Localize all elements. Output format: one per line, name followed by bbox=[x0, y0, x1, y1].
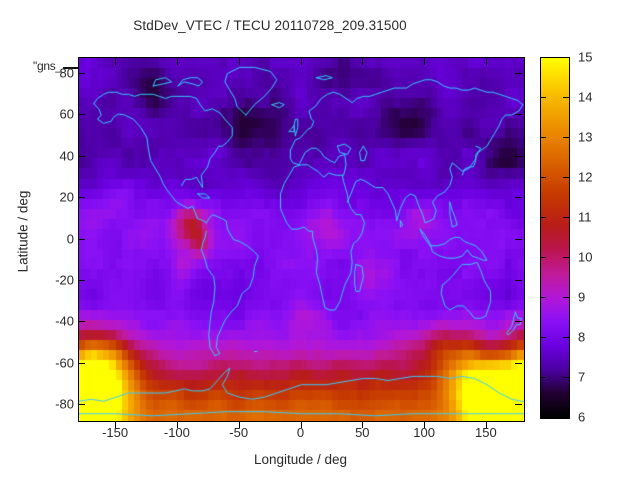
y-axis-tick-mark bbox=[78, 114, 85, 116]
x-axis-tick-mark bbox=[300, 421, 302, 428]
colorbar-tick-mark bbox=[563, 177, 569, 178]
colorbar-tick-mark bbox=[563, 257, 569, 258]
colorbar-tick-label: 13 bbox=[578, 129, 593, 145]
x-axis-tick-label: 100 bbox=[413, 425, 435, 440]
map-plot-area bbox=[78, 57, 525, 422]
y-axis-tick-mark bbox=[78, 279, 85, 281]
colorbar-tick-mark bbox=[540, 337, 546, 338]
y-axis-tick-mark bbox=[78, 238, 85, 240]
colorbar-tick-mark bbox=[563, 337, 569, 338]
x-axis-label: Longitude / deg bbox=[253, 452, 348, 467]
y-axis-tick-mark bbox=[515, 155, 522, 157]
x-axis-tick-mark bbox=[238, 58, 240, 65]
y-axis-tick-mark bbox=[515, 114, 522, 116]
x-axis-tick-label: -50 bbox=[229, 425, 249, 440]
colorbar-tick-label: 10 bbox=[578, 249, 593, 265]
colorbar-tick-mark bbox=[563, 297, 569, 298]
colorbar-tick-mark bbox=[563, 137, 569, 138]
y-axis-tick-mark bbox=[515, 404, 522, 406]
y-axis-tick-label: 60 bbox=[59, 106, 74, 122]
colorbar-tick-label: 14 bbox=[578, 89, 593, 105]
y-axis-tick-mark bbox=[78, 321, 85, 323]
y-axis-tick-mark bbox=[78, 197, 85, 198]
figure-title: StdDev_VTEC / TECU 20110728_209.31500 bbox=[133, 18, 407, 33]
colorbar-tick-label: 9 bbox=[578, 289, 586, 305]
coastline-overlay bbox=[79, 58, 524, 421]
colorbar-tick-label: 6 bbox=[578, 409, 586, 425]
x-axis-tick-mark bbox=[485, 58, 487, 65]
x-axis-tick-label: -150 bbox=[102, 425, 129, 440]
colorbar-tick-label: 8 bbox=[578, 329, 586, 345]
x-axis-tick-label: 150 bbox=[475, 425, 497, 440]
plot-key-label: "gns_ bbox=[33, 59, 62, 73]
colorbar-tick-mark bbox=[540, 177, 546, 178]
y-axis-tick-label: 40 bbox=[59, 148, 74, 164]
y-axis-tick-mark bbox=[78, 155, 85, 157]
x-axis-tick-mark bbox=[424, 421, 426, 428]
y-axis-tick-label: -40 bbox=[55, 313, 74, 329]
colorbar-tick-label: 12 bbox=[578, 169, 593, 185]
y-axis-tick-mark bbox=[78, 72, 85, 74]
x-axis-tick-mark bbox=[115, 58, 117, 65]
y-axis-tick-label: -60 bbox=[55, 355, 74, 371]
x-axis-tick-label: 50 bbox=[355, 425, 370, 440]
y-axis-label: Latitude / deg bbox=[15, 190, 31, 273]
colorbar-tick-mark bbox=[563, 97, 569, 98]
x-axis-tick-mark bbox=[362, 58, 364, 65]
colorbar-tick-mark bbox=[540, 297, 546, 298]
y-axis-tick-mark bbox=[515, 197, 522, 198]
x-axis-tick-mark bbox=[485, 421, 487, 428]
y-axis-tick-label: -20 bbox=[55, 272, 74, 288]
x-axis-tick-mark bbox=[424, 58, 426, 65]
colorbar-gradient bbox=[541, 58, 569, 418]
colorbar bbox=[540, 57, 570, 419]
colorbar-tick-label: 11 bbox=[578, 209, 592, 225]
colorbar-tick-mark bbox=[540, 137, 546, 138]
x-axis-tick-label: -100 bbox=[163, 425, 190, 440]
colorbar-tick-mark bbox=[540, 257, 546, 258]
colorbar-tick-mark bbox=[540, 217, 546, 218]
x-axis-tick-mark bbox=[115, 421, 117, 428]
colorbar-tick-mark bbox=[563, 377, 569, 378]
x-axis-tick-label: 0 bbox=[296, 425, 305, 440]
colorbar-tick-label: 15 bbox=[578, 49, 593, 65]
y-axis-tick-mark bbox=[78, 404, 85, 406]
y-axis-tick-mark bbox=[515, 362, 522, 364]
y-axis-tick-label: 20 bbox=[59, 189, 74, 205]
y-axis-tick-label: -80 bbox=[55, 396, 74, 412]
x-axis-tick-mark bbox=[238, 421, 240, 428]
y-axis-tick-label: 0 bbox=[66, 231, 74, 246]
plot-key-sample-line bbox=[63, 67, 78, 69]
colorbar-tick-label: 7 bbox=[578, 369, 586, 385]
x-axis-tick-mark bbox=[176, 421, 178, 428]
y-axis-tick-label: 80 bbox=[59, 65, 74, 81]
y-axis-tick-mark bbox=[78, 362, 85, 364]
y-axis-tick-mark bbox=[515, 72, 522, 74]
colorbar-tick-mark bbox=[563, 217, 569, 218]
y-axis-tick-mark bbox=[515, 321, 522, 323]
x-axis-tick-mark bbox=[300, 58, 302, 65]
colorbar-tick-mark bbox=[540, 377, 546, 378]
y-axis-tick-mark bbox=[515, 238, 522, 240]
y-axis-tick-mark bbox=[515, 279, 522, 281]
colorbar-tick-mark bbox=[540, 97, 546, 98]
x-axis-tick-mark bbox=[176, 58, 178, 65]
x-axis-tick-mark bbox=[362, 421, 364, 428]
